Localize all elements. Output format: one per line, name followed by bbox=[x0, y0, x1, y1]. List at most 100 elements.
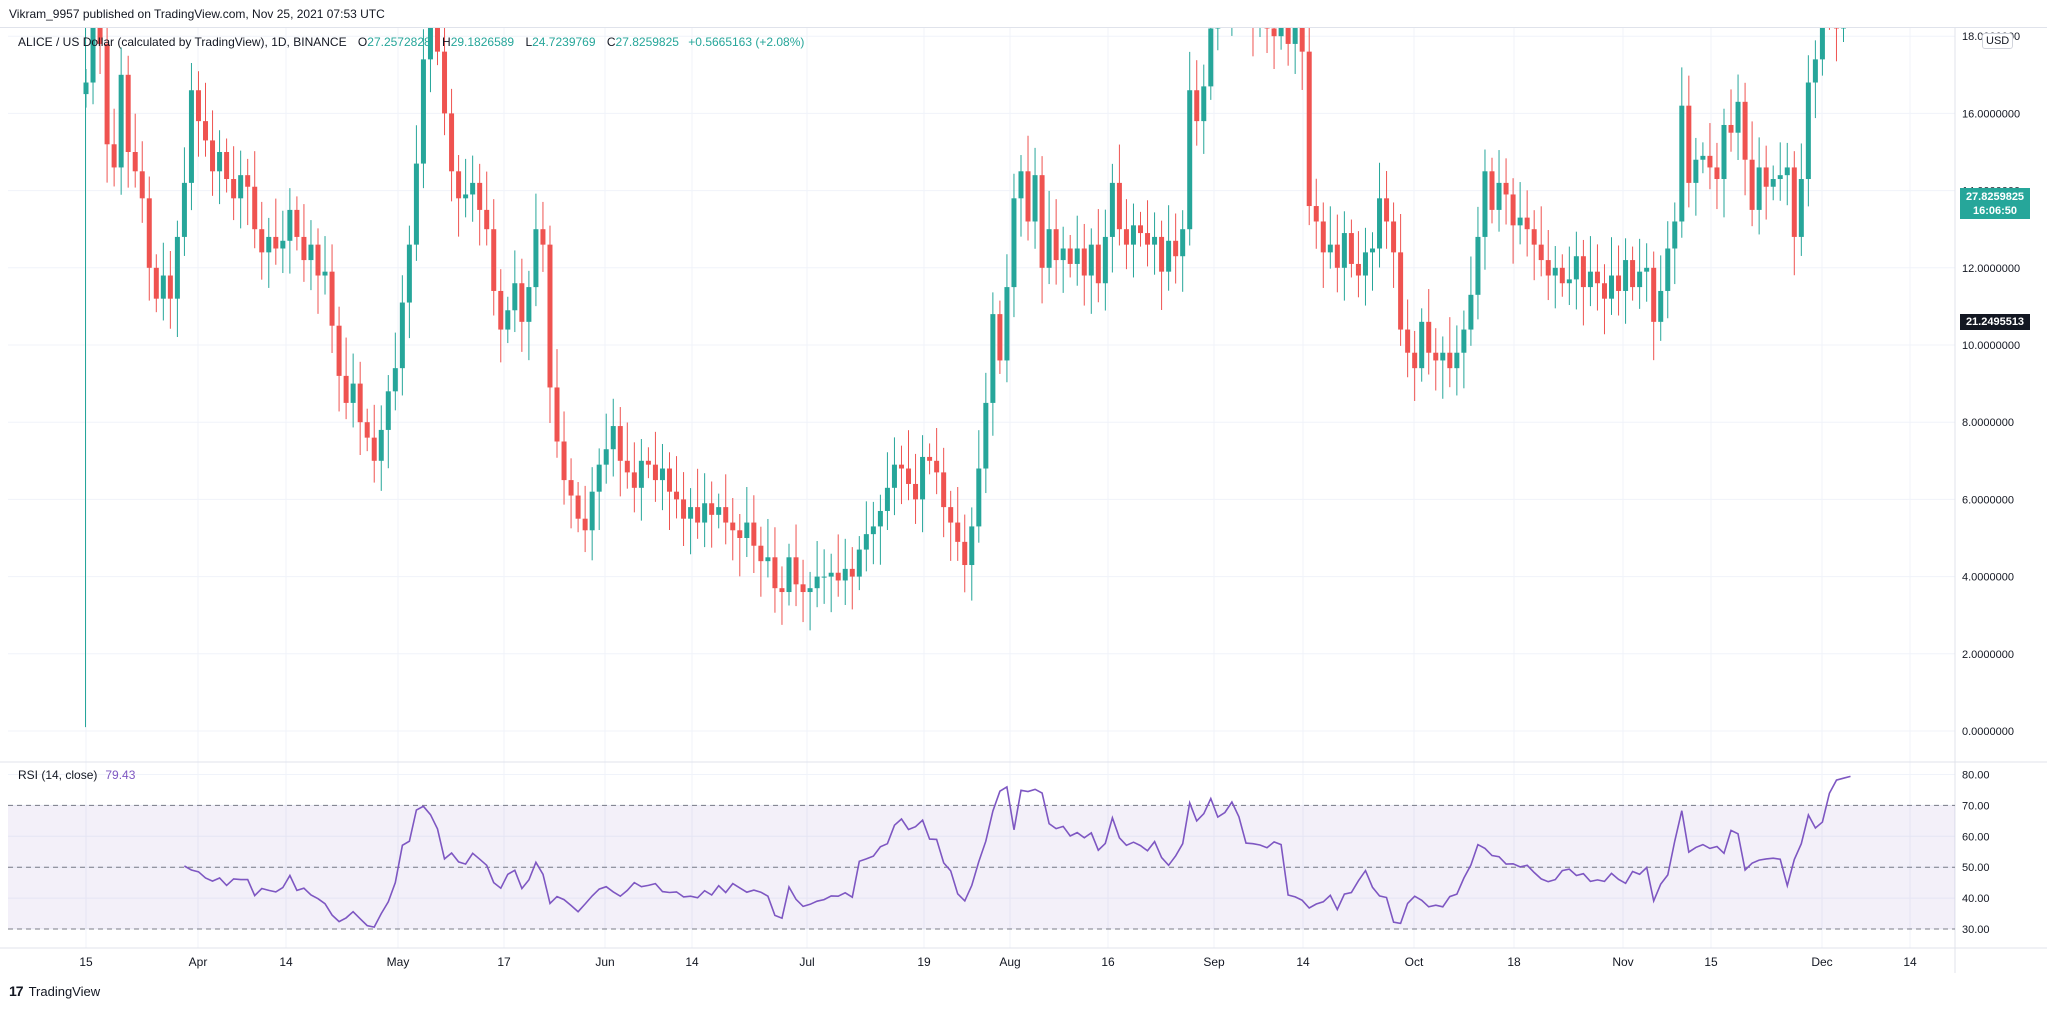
candle-body bbox=[730, 522, 736, 531]
time-tick-label: 14 bbox=[685, 955, 699, 969]
candle-body bbox=[1791, 167, 1797, 237]
candle-body bbox=[125, 74, 131, 152]
price-tick-label: 4.0000000 bbox=[1962, 572, 2014, 584]
time-tick-label: Dec bbox=[1811, 955, 1832, 969]
low-label: L bbox=[525, 35, 533, 49]
symbol-name[interactable]: ALICE / US Dollar (calculated by Trading… bbox=[18, 35, 347, 49]
candle-body bbox=[617, 426, 623, 461]
candle-body bbox=[90, 28, 96, 83]
candle-body bbox=[406, 244, 412, 303]
candle-body bbox=[217, 152, 223, 172]
candle-body bbox=[399, 302, 405, 369]
candle-body bbox=[568, 480, 574, 496]
candle-body bbox=[1672, 221, 1678, 249]
candle-body bbox=[688, 507, 694, 519]
candle-body bbox=[1707, 155, 1713, 168]
candle-body bbox=[659, 468, 665, 481]
candle-body bbox=[1756, 167, 1762, 210]
candle-body bbox=[1545, 260, 1551, 276]
chart-svg[interactable]: 0.0000000 2.0000000 4.0000000 6.0000000 8.00… bbox=[0, 28, 2047, 978]
candle-body bbox=[765, 557, 771, 562]
price-tick-label: 16.0000000 bbox=[1962, 108, 2020, 120]
time-tick-label: Nov bbox=[1612, 955, 1633, 969]
candle-body bbox=[1559, 267, 1565, 284]
candle-body bbox=[1623, 260, 1629, 291]
candle-body bbox=[160, 275, 166, 299]
candle-body bbox=[863, 534, 869, 550]
candle-body bbox=[427, 28, 433, 60]
candle-body bbox=[252, 186, 258, 230]
candle-body bbox=[210, 140, 216, 172]
rsi-tick-label: 70.00 bbox=[1962, 800, 1990, 812]
candle-body bbox=[1777, 175, 1783, 180]
candle-body bbox=[624, 460, 630, 473]
price-tick-label: 6.0000000 bbox=[1962, 494, 2014, 506]
candle-body bbox=[1742, 101, 1748, 160]
candle-body bbox=[231, 179, 237, 199]
time-tick-label: Jun bbox=[595, 955, 614, 969]
candle-body bbox=[526, 287, 532, 322]
candle-body bbox=[1173, 240, 1179, 257]
candle-body bbox=[969, 526, 975, 566]
candle-body bbox=[1510, 194, 1516, 226]
time-tick-label: Oct bbox=[1405, 955, 1424, 969]
candle-body bbox=[1524, 217, 1530, 230]
candle-body bbox=[1088, 244, 1094, 276]
candle-body bbox=[1489, 171, 1495, 210]
time-tick-label: Sep bbox=[1203, 955, 1225, 969]
candle-body bbox=[449, 113, 455, 172]
last-price-tag: 27.8259825 16:06:50 bbox=[1960, 188, 2030, 219]
candle-body bbox=[1538, 244, 1544, 261]
high-value: 29.1826589 bbox=[450, 35, 515, 49]
candle-body bbox=[1145, 233, 1151, 245]
candle-body bbox=[1369, 248, 1375, 253]
candle-body bbox=[898, 464, 904, 469]
candle-body bbox=[343, 375, 349, 403]
candle-body bbox=[470, 182, 476, 195]
rsi-label[interactable]: RSI (14, close) bbox=[18, 768, 98, 782]
candle-body bbox=[891, 464, 897, 488]
candle-body bbox=[1123, 229, 1129, 245]
candle-body bbox=[477, 182, 483, 210]
candle-body bbox=[638, 460, 644, 488]
candle-body bbox=[575, 495, 581, 519]
candle-body bbox=[596, 464, 602, 492]
symbol-legend: ALICE / US Dollar (calculated by Trading… bbox=[18, 35, 804, 49]
candle-body bbox=[118, 74, 124, 168]
rsi-tick-label: 50.00 bbox=[1962, 862, 1990, 874]
candle-body bbox=[856, 549, 862, 577]
candle-body bbox=[287, 209, 293, 241]
price-tick-label: 0.0000000 bbox=[1962, 726, 2014, 738]
candle-body bbox=[1735, 101, 1741, 133]
candle-body bbox=[1763, 167, 1769, 187]
price-tick-label: 10.0000000 bbox=[1962, 340, 2020, 352]
time-tick-label: May bbox=[387, 955, 410, 969]
candle-body bbox=[203, 121, 209, 141]
candle-body bbox=[1095, 244, 1101, 284]
candle-body bbox=[884, 487, 890, 511]
candle-body bbox=[1166, 240, 1172, 272]
candle-body bbox=[1482, 171, 1488, 237]
time-tick-label: 19 bbox=[917, 955, 931, 969]
candle-body bbox=[1067, 248, 1073, 264]
candle-body bbox=[723, 507, 729, 523]
candle-body bbox=[1004, 287, 1010, 361]
candle-body bbox=[652, 464, 658, 481]
candle-body bbox=[1159, 236, 1165, 272]
candle-body bbox=[1362, 252, 1368, 276]
time-tick-label: Apr bbox=[189, 955, 208, 969]
candle-body bbox=[997, 314, 1003, 361]
candle-body bbox=[1805, 82, 1811, 180]
rsi-tick-label: 60.00 bbox=[1962, 831, 1990, 843]
candle-body bbox=[111, 144, 117, 168]
currency-selector[interactable]: USD bbox=[1982, 33, 2014, 49]
candle-body bbox=[519, 283, 525, 322]
bar-countdown: 16:06:50 bbox=[1972, 205, 2018, 217]
candle-body bbox=[941, 472, 947, 508]
candle-body bbox=[378, 429, 384, 461]
candle-body bbox=[1651, 267, 1657, 322]
candle-body bbox=[1609, 275, 1615, 299]
price-tick-label: 12.0000000 bbox=[1962, 263, 2020, 275]
candle-body bbox=[934, 460, 940, 473]
candle-body bbox=[1426, 321, 1432, 353]
